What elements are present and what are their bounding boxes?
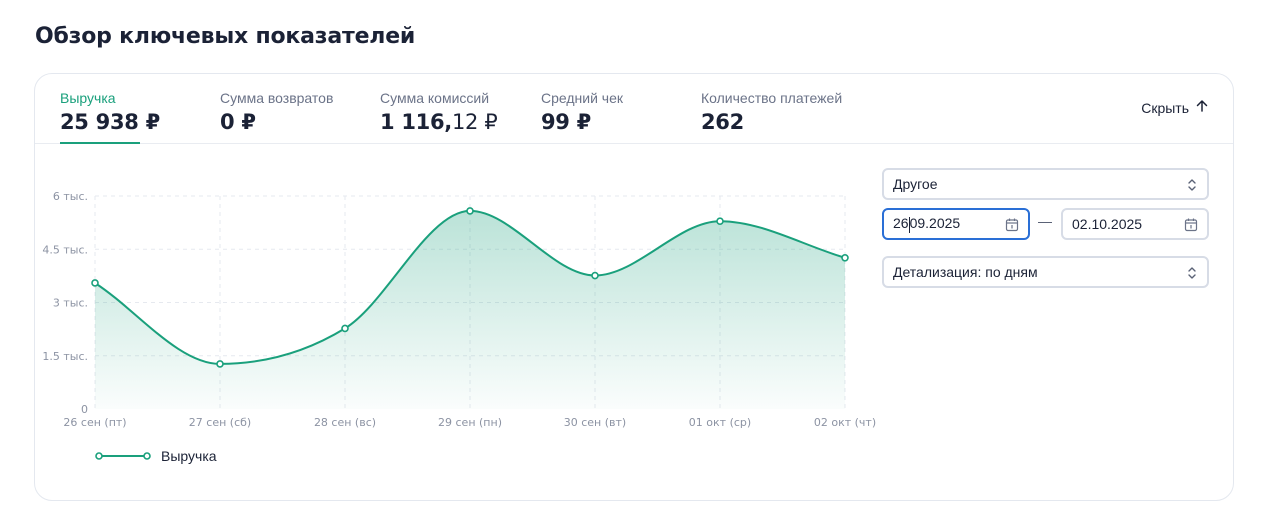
y-tick-label: 4.5 тыс. xyxy=(42,243,88,256)
tab-average-check-value: 99 ₽ xyxy=(541,110,591,134)
detail-select[interactable]: Детализация: по дням xyxy=(882,256,1209,288)
data-point[interactable] xyxy=(91,279,99,287)
active-tab-indicator xyxy=(60,142,140,144)
date-to-input[interactable]: 02.10.2025 xyxy=(1061,208,1209,240)
tab-payments-count[interactable]: Количество платежей 262 xyxy=(701,90,842,134)
x-tick-label: 28 сен (вс) xyxy=(314,416,376,429)
date-to-value: 02.10.2025 xyxy=(1072,216,1143,232)
x-tick-label: 01 окт (ср) xyxy=(689,416,751,429)
x-tick-label: 30 сен (вт) xyxy=(564,416,626,429)
data-point[interactable] xyxy=(841,253,849,262)
x-tick-label: 29 сен (пн) xyxy=(438,416,502,429)
data-point[interactable] xyxy=(591,271,599,280)
tab-refunds[interactable]: Сумма возвратов 0 ₽ xyxy=(220,90,333,134)
tab-average-check[interactable]: Средний чек 99 ₽ xyxy=(541,90,623,134)
hide-button-label: Скрыть xyxy=(1141,99,1189,116)
metrics-card: Выручка 25 938 ₽ Сумма возвратов 0 ₽ Сум… xyxy=(34,73,1234,501)
tab-refunds-label: Сумма возвратов xyxy=(220,90,334,106)
tab-commissions-label: Сумма комиссий xyxy=(380,90,490,106)
revenue-chart: 0 1.5 тыс. 3 тыс. 4.5 тыс. 6 тыс. 26 сен (пт)… xyxy=(42,190,876,429)
period-select[interactable]: Другое xyxy=(882,168,1209,200)
y-tick-label: 1.5 тыс. xyxy=(42,350,88,363)
chart-legend: Выручка xyxy=(95,448,217,464)
tab-revenue-value: 25 938 ₽ xyxy=(60,110,160,134)
chevron-updown-icon xyxy=(1186,177,1198,196)
tab-payments-count-value: 262 xyxy=(701,110,744,134)
calendar-icon[interactable] xyxy=(1005,217,1019,236)
calendar-icon[interactable] xyxy=(1184,217,1198,236)
date-range-dash xyxy=(1038,222,1052,223)
chevron-updown-icon xyxy=(1186,265,1198,284)
tab-average-check-label: Средний чек xyxy=(541,90,624,106)
tab-commissions[interactable]: Сумма комиссий 1 116,12 ₽ xyxy=(380,90,498,134)
data-point[interactable] xyxy=(341,324,349,333)
series-area xyxy=(95,210,845,409)
x-tick-label: 27 сен (сб) xyxy=(189,416,251,429)
tab-refunds-value: 0 ₽ xyxy=(220,110,256,134)
data-point[interactable] xyxy=(466,207,474,215)
page-title: Обзор ключевых показателей xyxy=(35,24,416,49)
arrow-up-icon xyxy=(1195,99,1209,116)
y-tick-label: 6 тыс. xyxy=(53,190,88,203)
period-select-value: Другое xyxy=(893,176,938,192)
legend-label: Выручка xyxy=(161,448,217,464)
x-tick-label: 02 окт (чт) xyxy=(814,416,876,429)
tab-payments-count-label: Количество платежей xyxy=(701,90,843,106)
tab-commissions-value: 1 116,12 ₽ xyxy=(380,110,498,134)
data-point[interactable] xyxy=(216,360,224,368)
metric-tabs: Выручка 25 938 ₽ Сумма возвратов 0 ₽ Сум… xyxy=(35,74,1233,144)
tab-revenue[interactable]: Выручка 25 938 ₽ xyxy=(60,90,160,134)
tab-revenue-label: Выручка xyxy=(60,90,116,106)
legend-line-icon xyxy=(95,448,151,464)
x-tick-label: 26 сен (пт) xyxy=(63,416,126,429)
date-from-value: 2609.2025 xyxy=(893,215,961,233)
date-from-input[interactable]: 2609.2025 xyxy=(882,208,1030,240)
y-tick-label: 3 тыс. xyxy=(53,297,88,310)
data-point[interactable] xyxy=(716,217,724,226)
hide-button[interactable]: Скрыть xyxy=(1141,99,1209,116)
y-tick-label: 0 xyxy=(81,403,88,416)
detail-select-value: Детализация: по дням xyxy=(893,264,1038,280)
